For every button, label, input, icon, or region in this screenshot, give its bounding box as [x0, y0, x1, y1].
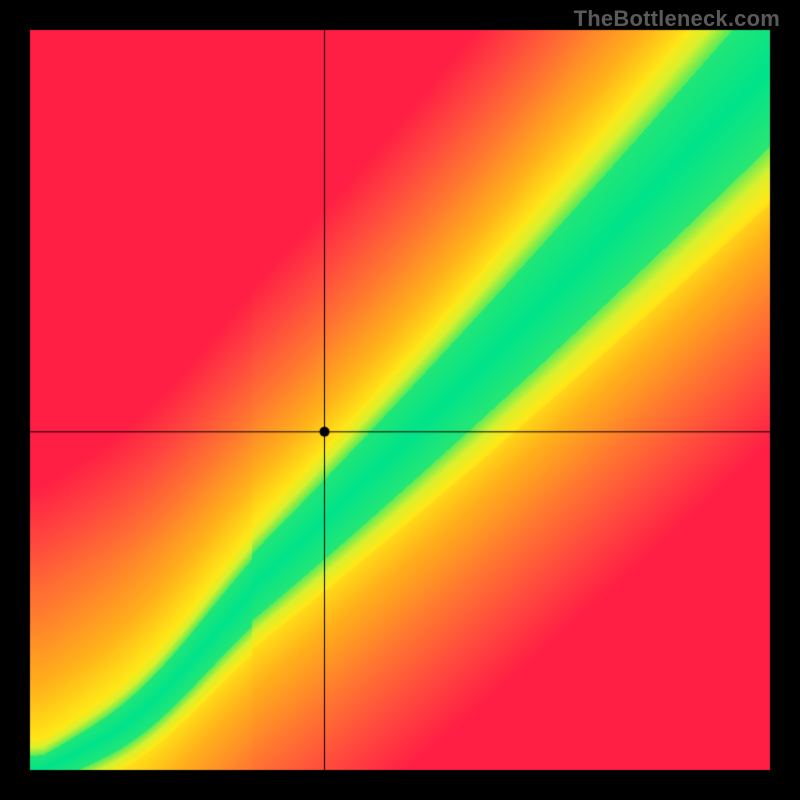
watermark-text: TheBottleneck.com: [574, 6, 780, 32]
bottleneck-heatmap: [0, 0, 800, 800]
chart-container: TheBottleneck.com: [0, 0, 800, 800]
